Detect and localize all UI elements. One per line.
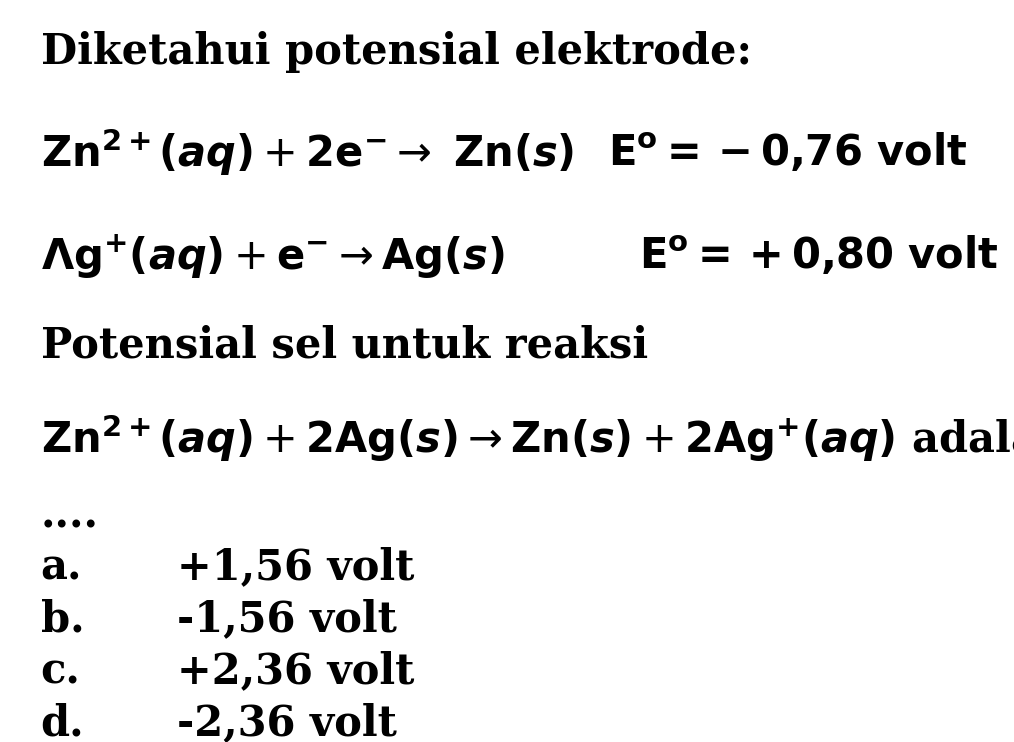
Text: d.: d.	[41, 703, 84, 742]
Text: ....: ....	[41, 495, 98, 536]
Text: $\mathbf{\Lambda g^{+}}\boldsymbol{(aq)} + \mathbf{e^{-}} \rightarrow \mathbf{Ag: $\mathbf{\Lambda g^{+}}\boldsymbol{(aq)}…	[41, 232, 504, 280]
Text: b.: b.	[41, 599, 84, 640]
Text: +2,36 volt: +2,36 volt	[177, 651, 415, 692]
Text: $\mathbf{Zn^{2+}}\boldsymbol{(aq)} + \mathbf{2e^{-}} \rightarrow\ \mathbf{Zn}\bo: $\mathbf{Zn^{2+}}\boldsymbol{(aq)} + \ma…	[41, 126, 574, 178]
Text: Potensial sel untuk reaksi: Potensial sel untuk reaksi	[41, 324, 648, 366]
Text: $\mathbf{E^{o} = +0{,}80\ volt}$: $\mathbf{E^{o} = +0{,}80\ volt}$	[639, 234, 998, 278]
Text: Diketahui potensial elektrode:: Diketahui potensial elektrode:	[41, 31, 751, 73]
Text: a.: a.	[41, 547, 82, 588]
Text: $\mathbf{Zn^{2+}}\boldsymbol{(aq)} + \mathbf{2Ag}\boldsymbol{(s)} \rightarrow \m: $\mathbf{Zn^{2+}}\boldsymbol{(aq)} + \ma…	[41, 412, 1014, 464]
Text: $\mathbf{E^{o} = -0{,}76\ volt}$: $\mathbf{E^{o} = -0{,}76\ volt}$	[608, 131, 967, 174]
Text: c.: c.	[41, 651, 80, 692]
Text: +1,56 volt: +1,56 volt	[177, 547, 415, 588]
Text: -2,36 volt: -2,36 volt	[177, 703, 397, 742]
Text: -1,56 volt: -1,56 volt	[177, 599, 397, 640]
